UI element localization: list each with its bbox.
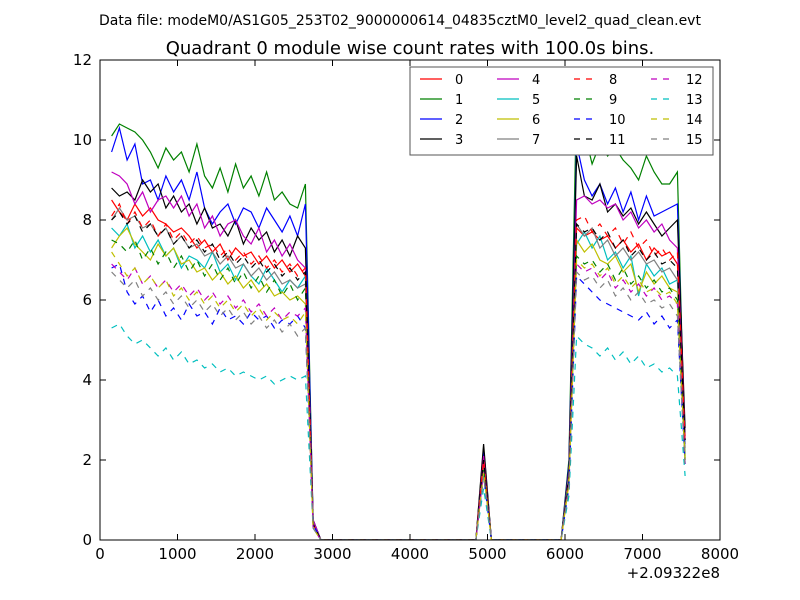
- legend-box: [409, 66, 714, 156]
- series-line-10: [111, 263, 686, 540]
- legend-label-10: 10: [609, 113, 626, 128]
- legend-label-13: 13: [686, 93, 703, 108]
- series-line-13: [111, 323, 686, 540]
- x-tick-label: 7000: [623, 545, 661, 563]
- plot-area: [111, 99, 686, 540]
- legend-label-7: 7: [532, 133, 540, 148]
- series-line-8: [111, 202, 686, 540]
- series-line-14: [111, 251, 686, 540]
- series-line-2: [111, 125, 686, 540]
- x-tick-label: 2000: [236, 545, 274, 563]
- y-tick-label: 0: [82, 531, 92, 549]
- legend-label-8: 8: [609, 73, 617, 88]
- series-line-4: [111, 171, 686, 540]
- series-line-1: [111, 99, 686, 540]
- series-line-15: [111, 270, 686, 540]
- series-line-0: [111, 199, 686, 540]
- legend-label-12: 12: [686, 73, 703, 88]
- legend-label-1: 1: [455, 93, 463, 108]
- y-tick-label: 12: [73, 51, 92, 69]
- legend-label-4: 4: [532, 73, 540, 88]
- series-line-12: [111, 262, 686, 540]
- x-tick-label: 5000: [468, 545, 506, 563]
- legend-label-11: 11: [609, 133, 626, 148]
- series-line-7: [111, 206, 686, 540]
- x-offset-label: +2.09322e8: [627, 564, 720, 582]
- y-tick-label: 4: [82, 371, 92, 389]
- legend-label-0: 0: [455, 73, 463, 88]
- series-line-6: [111, 226, 686, 540]
- legend-label-9: 9: [609, 93, 617, 108]
- legend-label-5: 5: [532, 93, 540, 108]
- y-tick-label: 6: [82, 291, 92, 309]
- legend-label-3: 3: [455, 133, 463, 148]
- x-tick-label: 4000: [391, 545, 429, 563]
- legend-label-15: 15: [686, 133, 703, 148]
- legend-label-6: 6: [532, 113, 540, 128]
- x-tick-label: 1000: [158, 545, 196, 563]
- x-tick-label: 3000: [313, 545, 351, 563]
- data-file-suptitle: Data file: modeM0/AS1G05_253T02_90000006…: [99, 13, 701, 29]
- series-line-9: [111, 238, 686, 540]
- series-line-5: [111, 222, 686, 540]
- x-tick-label: 6000: [546, 545, 584, 563]
- x-tick-label: 0: [95, 545, 105, 563]
- series-line-3: [111, 155, 686, 540]
- y-tick-label: 8: [82, 211, 92, 229]
- y-tick-label: 2: [82, 451, 92, 469]
- legend-label-2: 2: [455, 113, 463, 128]
- x-tick-label: 8000: [701, 545, 739, 563]
- legend-label-14: 14: [686, 113, 703, 128]
- axis-ticks: 0 1000 2000 3000 4000 5000 6000 7000 80000246810…: [73, 51, 739, 563]
- chart-title: Quadrant 0 module wise count rates with …: [166, 38, 655, 59]
- y-tick-label: 10: [73, 131, 92, 149]
